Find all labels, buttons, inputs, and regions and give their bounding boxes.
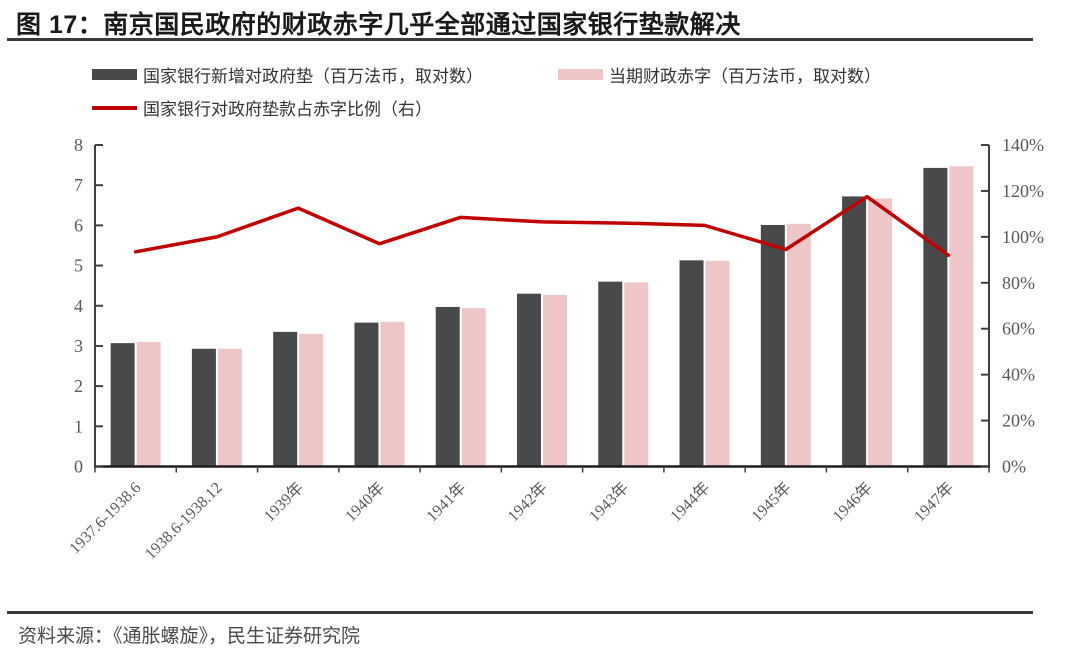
bar-bank-advances bbox=[679, 260, 704, 467]
legend-item-bank-advances: 国家银行新增对政府垫（百万法币，取对数） bbox=[92, 62, 483, 87]
left-axis-tick-label: 4 bbox=[74, 296, 83, 316]
ratio-line bbox=[133, 194, 951, 257]
left-axis-tick-label: 7 bbox=[74, 175, 83, 195]
right-axis-tick-label: 60% bbox=[1002, 319, 1035, 339]
bar-bank-advances bbox=[598, 281, 623, 467]
bar-deficit bbox=[461, 308, 486, 467]
bar-deficit bbox=[543, 294, 567, 467]
bar-deficit bbox=[868, 198, 893, 467]
bar-deficit bbox=[949, 166, 974, 467]
left-axis-tick-label: 2 bbox=[74, 376, 83, 396]
bar-deficit bbox=[136, 341, 161, 467]
title-underline bbox=[7, 38, 1033, 41]
legend-item-ratio: 国家银行对政府垫款占赤字比例（右） bbox=[92, 95, 432, 120]
x-axis-label: 1942年 bbox=[504, 479, 551, 526]
bar-deficit bbox=[786, 223, 811, 467]
x-axis-label: 1938.6-1938.12 bbox=[142, 479, 226, 563]
x-axis-label: 1939年 bbox=[260, 479, 307, 526]
bar-bank-advances bbox=[354, 322, 379, 467]
right-axis-tick-label: 40% bbox=[1002, 365, 1035, 385]
x-axis-label: 1946年 bbox=[829, 479, 876, 526]
left-axis-tick-label: 8 bbox=[74, 135, 83, 155]
right-axis-tick-label: 140% bbox=[1002, 135, 1044, 155]
bar-deficit bbox=[217, 348, 242, 467]
legend-label-bank-advances: 国家银行新增对政府垫（百万法币，取对数） bbox=[143, 67, 483, 86]
x-axis-label: 1944年 bbox=[667, 479, 714, 526]
ratio-line-swatch bbox=[92, 105, 137, 110]
left-axis-tick-label: 0 bbox=[74, 457, 83, 477]
right-axis-tick-label: 100% bbox=[1002, 227, 1044, 247]
legend-label-ratio: 国家银行对政府垫款占赤字比例（右） bbox=[143, 100, 432, 119]
bar-bank-advances bbox=[517, 293, 541, 467]
right-axis-tick-label: 0% bbox=[1002, 457, 1026, 477]
deficit-swatch bbox=[558, 69, 603, 80]
source-note: 资料来源：《通胀螺旋》，民生证券研究院 bbox=[18, 626, 361, 647]
left-axis-tick-label: 3 bbox=[74, 336, 83, 356]
bar-bank-advances bbox=[435, 306, 460, 467]
bar-bank-advances bbox=[760, 224, 785, 467]
figure-title: 图 17：南京国民政府的财政赤字几乎全部通过国家银行垫款解决 bbox=[16, 11, 741, 39]
bank-advances-swatch bbox=[92, 69, 137, 80]
right-axis-tick-label: 20% bbox=[1002, 411, 1035, 431]
legend-label-deficit: 当期财政赤字（百万法币，取对数） bbox=[609, 67, 881, 86]
x-axis-label: 1937.6-1938.6 bbox=[66, 479, 144, 557]
footer-rule bbox=[7, 611, 1033, 614]
bar-deficit bbox=[380, 321, 405, 467]
legend-item-deficit: 当期财政赤字（百万法币，取对数） bbox=[558, 62, 881, 87]
right-axis-tick-label: 120% bbox=[1002, 181, 1044, 201]
bar-deficit bbox=[299, 333, 324, 467]
x-axis-label: 1943年 bbox=[585, 479, 632, 526]
left-axis-tick-label: 6 bbox=[74, 215, 83, 235]
right-axis-tick-label: 80% bbox=[1002, 273, 1035, 293]
left-axis-tick-label: 5 bbox=[74, 256, 83, 276]
x-axis-label: 1940年 bbox=[342, 479, 389, 526]
left-axis-tick-label: 1 bbox=[74, 416, 83, 436]
x-axis-label: 1941年 bbox=[423, 479, 470, 526]
x-axis-label: 1947年 bbox=[911, 479, 958, 526]
bar-bank-advances bbox=[191, 348, 216, 467]
bar-bank-advances bbox=[110, 343, 135, 467]
bar-bank-advances bbox=[923, 167, 948, 467]
bar-deficit bbox=[624, 282, 649, 467]
bar-bank-advances bbox=[273, 331, 298, 467]
bar-deficit bbox=[705, 260, 730, 467]
bar-bank-advances bbox=[842, 196, 867, 467]
x-axis-label: 1945年 bbox=[748, 479, 795, 526]
